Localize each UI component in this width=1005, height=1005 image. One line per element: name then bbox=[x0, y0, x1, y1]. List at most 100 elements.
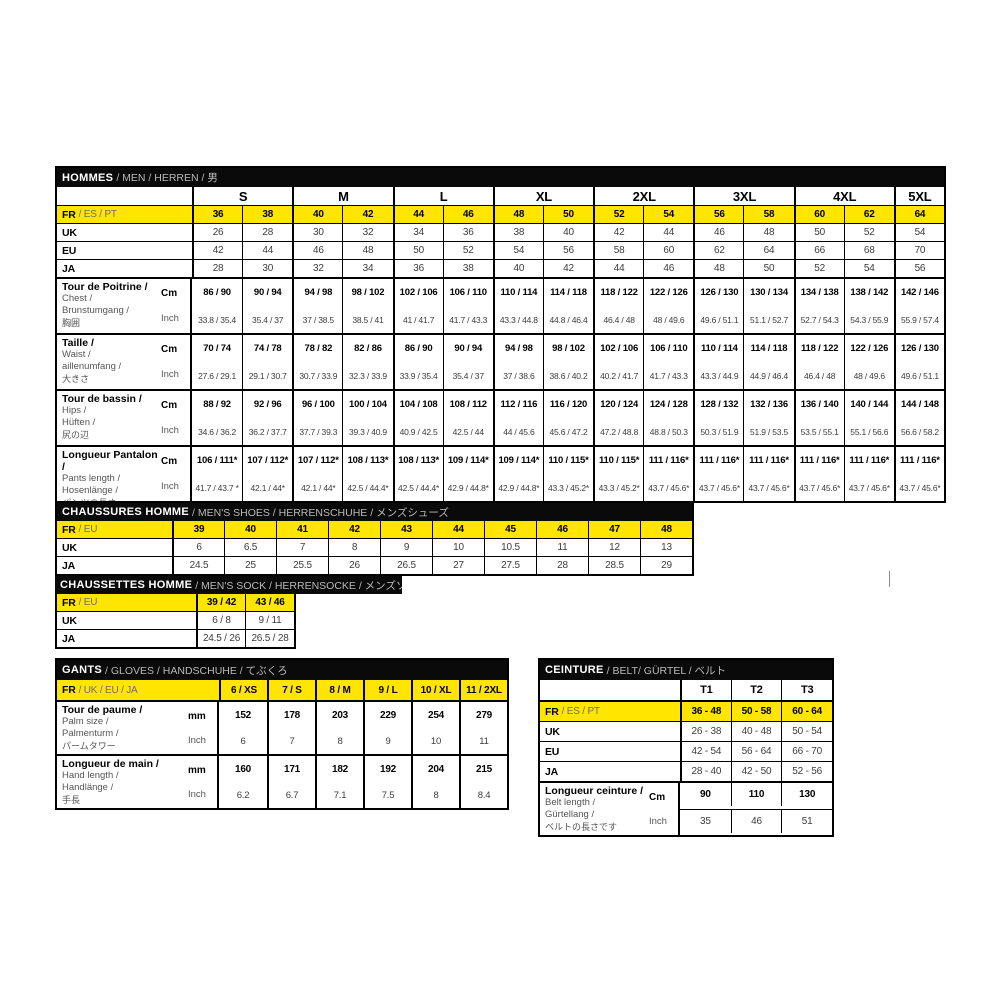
value-cell: 48 bbox=[492, 206, 543, 223]
value-cell: 111 / 116* bbox=[793, 447, 844, 474]
value-cell: 160 bbox=[234, 763, 252, 775]
value-cell: 122 / 126 bbox=[843, 335, 894, 362]
value-cell: 46 bbox=[693, 224, 743, 241]
unit-column: Cm Inch bbox=[161, 456, 179, 492]
unit-column: Cm Inch bbox=[649, 791, 667, 827]
value-cell: 48 bbox=[743, 224, 793, 241]
belt-table-header: CEINTURE / BELT/ GÜRTEL / ベルト bbox=[540, 660, 832, 680]
value-cell: 62 bbox=[693, 242, 743, 259]
value-cell: 28 bbox=[192, 260, 242, 277]
value-cell: 50 bbox=[743, 260, 793, 277]
value-cell: 40 bbox=[292, 206, 342, 223]
value-cell: 28.5 bbox=[588, 557, 640, 574]
value-cell: 48 / 49.6 bbox=[643, 306, 693, 333]
value-cell: 171 bbox=[267, 756, 315, 782]
value-cell: 37 / 38.6 bbox=[492, 362, 543, 389]
value-cell: 86 / 90 bbox=[392, 335, 443, 362]
value-cell: 28 bbox=[536, 557, 588, 574]
value-cell: 58 bbox=[593, 242, 643, 259]
value-cell: 44.8 / 46.4 bbox=[542, 306, 593, 333]
value-cell: 118 / 122 bbox=[593, 279, 643, 306]
value-cell: 32 bbox=[342, 224, 392, 241]
size-group-4xl: 4XL bbox=[793, 187, 894, 205]
value-cell: 7.1 bbox=[315, 782, 363, 808]
value-cell: 138 / 142 bbox=[843, 279, 894, 306]
value-cell: 38 bbox=[442, 260, 493, 277]
value-cell: 204 bbox=[411, 756, 459, 782]
value-cell: 46 bbox=[536, 521, 588, 538]
value-cell: 42 bbox=[593, 224, 643, 241]
value-cell: 110 / 114 bbox=[693, 335, 743, 362]
socks-label-uk: UK bbox=[62, 614, 77, 627]
shoes-row-fr-eu: FR / EU 39 40 41 42 43 44 45 46 47 48 bbox=[57, 521, 692, 538]
belt-label-fr: FR / ES / PT bbox=[545, 705, 600, 718]
measure-chest: Tour de Poitrine / Chest / Brunstumgang … bbox=[57, 277, 944, 333]
pants-cm-strip: 106 / 111* 107 / 112* 107 / 112* 108 / 113*… bbox=[192, 447, 944, 474]
value-cell: 122 / 126 bbox=[643, 279, 693, 306]
socks-label-ja: JA bbox=[62, 632, 76, 645]
value-cell: 41.7 / 43.7 * bbox=[195, 482, 239, 493]
size-group-5xl: 5XL bbox=[893, 187, 944, 205]
shoes-row-uk: UK 6 6.5 7 8 9 10 10.5 11 12 13 bbox=[57, 538, 692, 556]
value-cell: 6.7 bbox=[267, 782, 315, 808]
value-cell: 38.5 / 41 bbox=[342, 306, 392, 333]
value-cell: 54 bbox=[492, 242, 543, 259]
measure-waist: Taille / Waist / aillenumfang / 大きさ Cm I… bbox=[57, 333, 944, 389]
value-cell: 26 - 38 bbox=[680, 722, 731, 741]
value-cell: 90 / 94 bbox=[442, 335, 493, 362]
measure-pants-label: Longueur Pantalon / Pants length / Hosen… bbox=[57, 447, 192, 501]
value-cell: 66 - 70 bbox=[781, 742, 832, 761]
size-group-xl: XL bbox=[492, 187, 593, 205]
value-cell: 33.9 / 35.4 bbox=[392, 362, 443, 389]
value-cell: 30 bbox=[292, 224, 342, 241]
value-cell: 50 - 58 bbox=[730, 702, 782, 721]
value-cell: 26 bbox=[192, 224, 242, 241]
gloves-table-header: GANTS / GLOVES / HANDSCHUHE / てぶくろ bbox=[57, 660, 507, 680]
value-cell: 51.9 / 53.5 bbox=[743, 418, 793, 445]
value-cell: 54.3 / 55.9 bbox=[843, 306, 894, 333]
belt-col-t1: T1 bbox=[680, 680, 731, 700]
value-cell: 10 / XL bbox=[411, 680, 459, 700]
size-group-s: S bbox=[192, 187, 292, 205]
value-cell: 82 / 86 bbox=[342, 335, 392, 362]
value-cell: 53.5 / 55.1 bbox=[793, 418, 844, 445]
value-cell: 48.8 / 50.3 bbox=[643, 418, 693, 445]
unit-column: Cm Inch bbox=[161, 344, 179, 380]
value-cell: 70 bbox=[893, 242, 944, 259]
belt-table: CEINTURE / BELT/ GÜRTEL / ベルト T1 T2 T3 F… bbox=[538, 658, 834, 837]
value-cell: 52 - 56 bbox=[781, 762, 832, 781]
value-cell: 30 bbox=[242, 260, 292, 277]
value-cell: 42 bbox=[542, 260, 593, 277]
value-cell: 60 - 64 bbox=[781, 702, 832, 721]
shoes-row-ja: JA 24.5 25 25.5 26 26.5 27 27.5 28 28.5 29 bbox=[57, 556, 692, 574]
value-cell: 108 / 113* bbox=[342, 447, 392, 474]
value-cell: 32.3 / 33.9 bbox=[342, 362, 392, 389]
value-cell: 49.6 / 51.1 bbox=[893, 362, 944, 389]
waist-cm-strip: 70 / 74 74 / 78 78 / 82 82 / 86 86 / 90 90 / … bbox=[192, 335, 944, 362]
value-cell: 8.4 bbox=[459, 782, 507, 808]
value-cell: 56 bbox=[693, 206, 743, 223]
value-cell: 8 bbox=[411, 782, 459, 808]
value-cell: 7 bbox=[267, 728, 315, 754]
value-cell: 27 bbox=[432, 557, 484, 574]
value-cell: 96 / 100 bbox=[292, 391, 342, 418]
value-cell: 39.3 / 40.9 bbox=[342, 418, 392, 445]
value-cell: 254 bbox=[411, 702, 459, 728]
value-cell: 42 - 50 bbox=[730, 762, 782, 781]
measure-chest-label: Tour de Poitrine / Chest / Brunstumgang … bbox=[57, 279, 192, 333]
waist-inch-strip: 27.6 / 29.1 29.1 / 30.7 30.7 / 33.9 32.3 / … bbox=[192, 362, 944, 389]
value-cell: 36 bbox=[392, 260, 443, 277]
value-cell: 51.1 / 52.7 bbox=[743, 306, 793, 333]
value-cell: 44 bbox=[392, 206, 443, 223]
value-cell: 90 / 94 bbox=[242, 279, 292, 306]
value-cell: 7.5 bbox=[363, 782, 411, 808]
value-cell: 46 bbox=[442, 206, 493, 223]
value-cell: 229 bbox=[363, 702, 411, 728]
value-cell: 124 / 128 bbox=[643, 391, 693, 418]
belt-length-label: Longueur ceinture / Belt length / Gürtel… bbox=[540, 783, 680, 835]
measure-waist-label: Taille / Waist / aillenumfang / 大きさ Cm I… bbox=[57, 335, 192, 389]
value-cell: 42.5 / 44.4* bbox=[342, 474, 392, 501]
value-cell: 104 / 108 bbox=[392, 391, 443, 418]
value-cell: 107 / 112* bbox=[292, 447, 342, 474]
belt-row-eu: EU 42 - 54 56 - 64 66 - 70 bbox=[540, 741, 832, 761]
